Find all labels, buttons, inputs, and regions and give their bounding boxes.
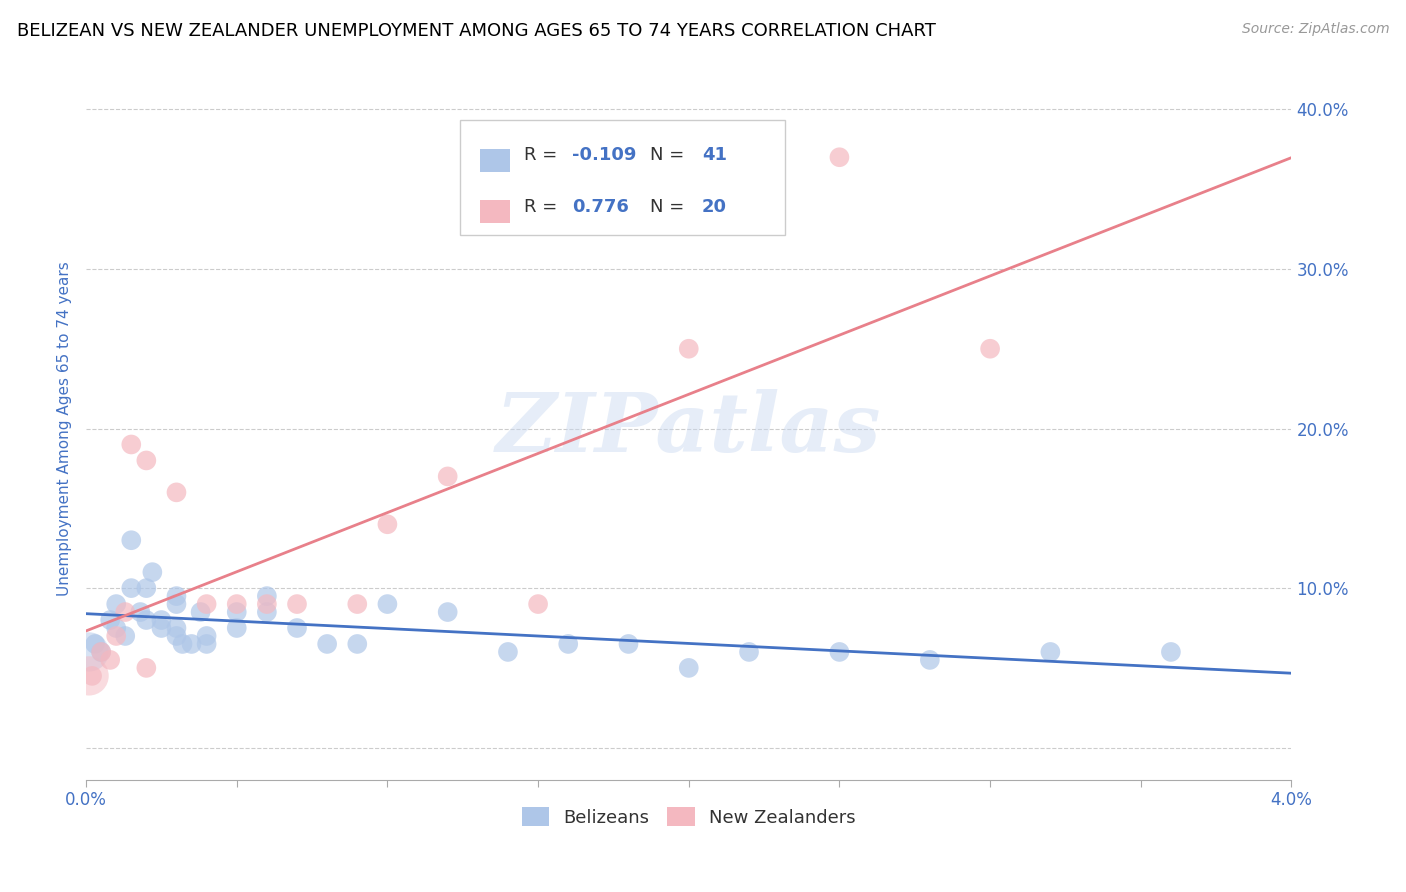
Point — [105, 629, 128, 643]
FancyBboxPatch shape — [460, 120, 785, 235]
Point — [90, 645, 112, 659]
Point — [190, 605, 212, 619]
Point — [436, 469, 458, 483]
Point — [285, 621, 308, 635]
Point — [105, 621, 128, 635]
Point — [346, 597, 368, 611]
Point — [98, 653, 121, 667]
Point — [129, 605, 152, 619]
Point — [114, 629, 136, 643]
Y-axis label: Unemployment Among Ages 65 to 74 years: Unemployment Among Ages 65 to 74 years — [58, 261, 72, 596]
Text: Source: ZipAtlas.com: Source: ZipAtlas.com — [1241, 22, 1389, 37]
Point — [84, 637, 107, 651]
Point — [120, 533, 142, 548]
Point — [82, 669, 104, 683]
Point — [135, 613, 157, 627]
Point — [195, 597, 218, 611]
FancyBboxPatch shape — [481, 149, 510, 171]
Point — [617, 637, 640, 651]
Point — [377, 597, 399, 611]
Point — [738, 645, 761, 659]
Point — [225, 597, 247, 611]
Point — [150, 613, 173, 627]
Point — [828, 150, 851, 164]
Point — [256, 589, 278, 603]
Point — [527, 597, 550, 611]
Point — [256, 597, 278, 611]
Point — [166, 485, 188, 500]
Point — [256, 605, 278, 619]
Point — [172, 637, 194, 651]
Text: N =: N = — [650, 146, 690, 164]
Point — [678, 342, 700, 356]
Text: BELIZEAN VS NEW ZEALANDER UNEMPLOYMENT AMONG AGES 65 TO 74 YEARS CORRELATION CHA: BELIZEAN VS NEW ZEALANDER UNEMPLOYMENT A… — [17, 22, 936, 40]
Text: 20: 20 — [702, 198, 727, 216]
Point — [166, 597, 188, 611]
Legend: Belizeans, New Zealanders: Belizeans, New Zealanders — [515, 800, 863, 834]
Point — [678, 661, 700, 675]
Point — [346, 637, 368, 651]
Point — [166, 629, 188, 643]
Point — [98, 613, 121, 627]
Point — [436, 605, 458, 619]
Text: -0.109: -0.109 — [572, 146, 637, 164]
Point — [166, 621, 188, 635]
Point — [135, 581, 157, 595]
Point — [120, 581, 142, 595]
Point — [1160, 645, 1182, 659]
Point — [114, 605, 136, 619]
Point — [557, 637, 579, 651]
Point — [105, 597, 128, 611]
Point — [135, 661, 157, 675]
Point — [1039, 645, 1062, 659]
Point — [285, 597, 308, 611]
Point — [918, 653, 941, 667]
Point — [77, 645, 100, 659]
Point — [225, 621, 247, 635]
Text: 0.776: 0.776 — [572, 198, 628, 216]
Point — [496, 645, 519, 659]
Point — [90, 645, 112, 659]
Point — [316, 637, 339, 651]
Point — [828, 645, 851, 659]
Point — [77, 669, 100, 683]
Text: ZIPatlas: ZIPatlas — [496, 389, 882, 468]
Point — [377, 517, 399, 532]
Text: R =: R = — [523, 146, 562, 164]
Point — [979, 342, 1001, 356]
Text: R =: R = — [523, 198, 562, 216]
Point — [135, 453, 157, 467]
Point — [150, 621, 173, 635]
Point — [195, 629, 218, 643]
Point — [195, 637, 218, 651]
Point — [120, 437, 142, 451]
Point — [166, 589, 188, 603]
Text: 41: 41 — [702, 146, 727, 164]
Point — [225, 605, 247, 619]
FancyBboxPatch shape — [481, 200, 510, 223]
Point — [180, 637, 202, 651]
Text: N =: N = — [650, 198, 690, 216]
Point — [141, 565, 163, 579]
